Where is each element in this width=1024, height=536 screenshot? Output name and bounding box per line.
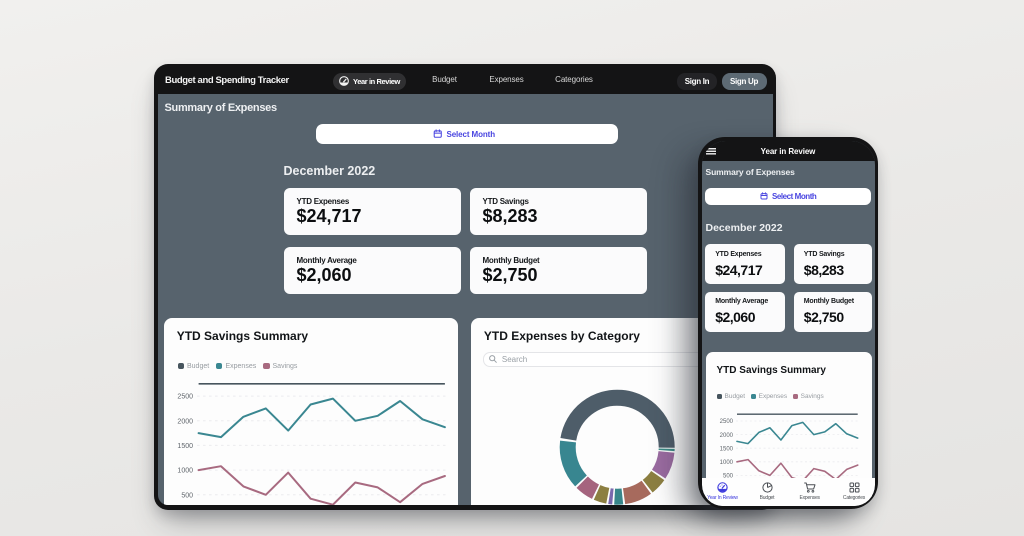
svg-text:500: 500 — [182, 492, 194, 499]
svg-text:2500: 2500 — [719, 419, 733, 425]
svg-text:1500: 1500 — [719, 446, 733, 452]
svg-text:2000: 2000 — [178, 418, 194, 425]
svg-text:500: 500 — [722, 473, 733, 479]
svg-text:1000: 1000 — [178, 467, 194, 474]
svg-text:2500: 2500 — [178, 393, 194, 400]
svg-text:1500: 1500 — [178, 442, 194, 449]
svg-text:2000: 2000 — [719, 432, 733, 438]
svg-text:1000: 1000 — [719, 460, 733, 466]
